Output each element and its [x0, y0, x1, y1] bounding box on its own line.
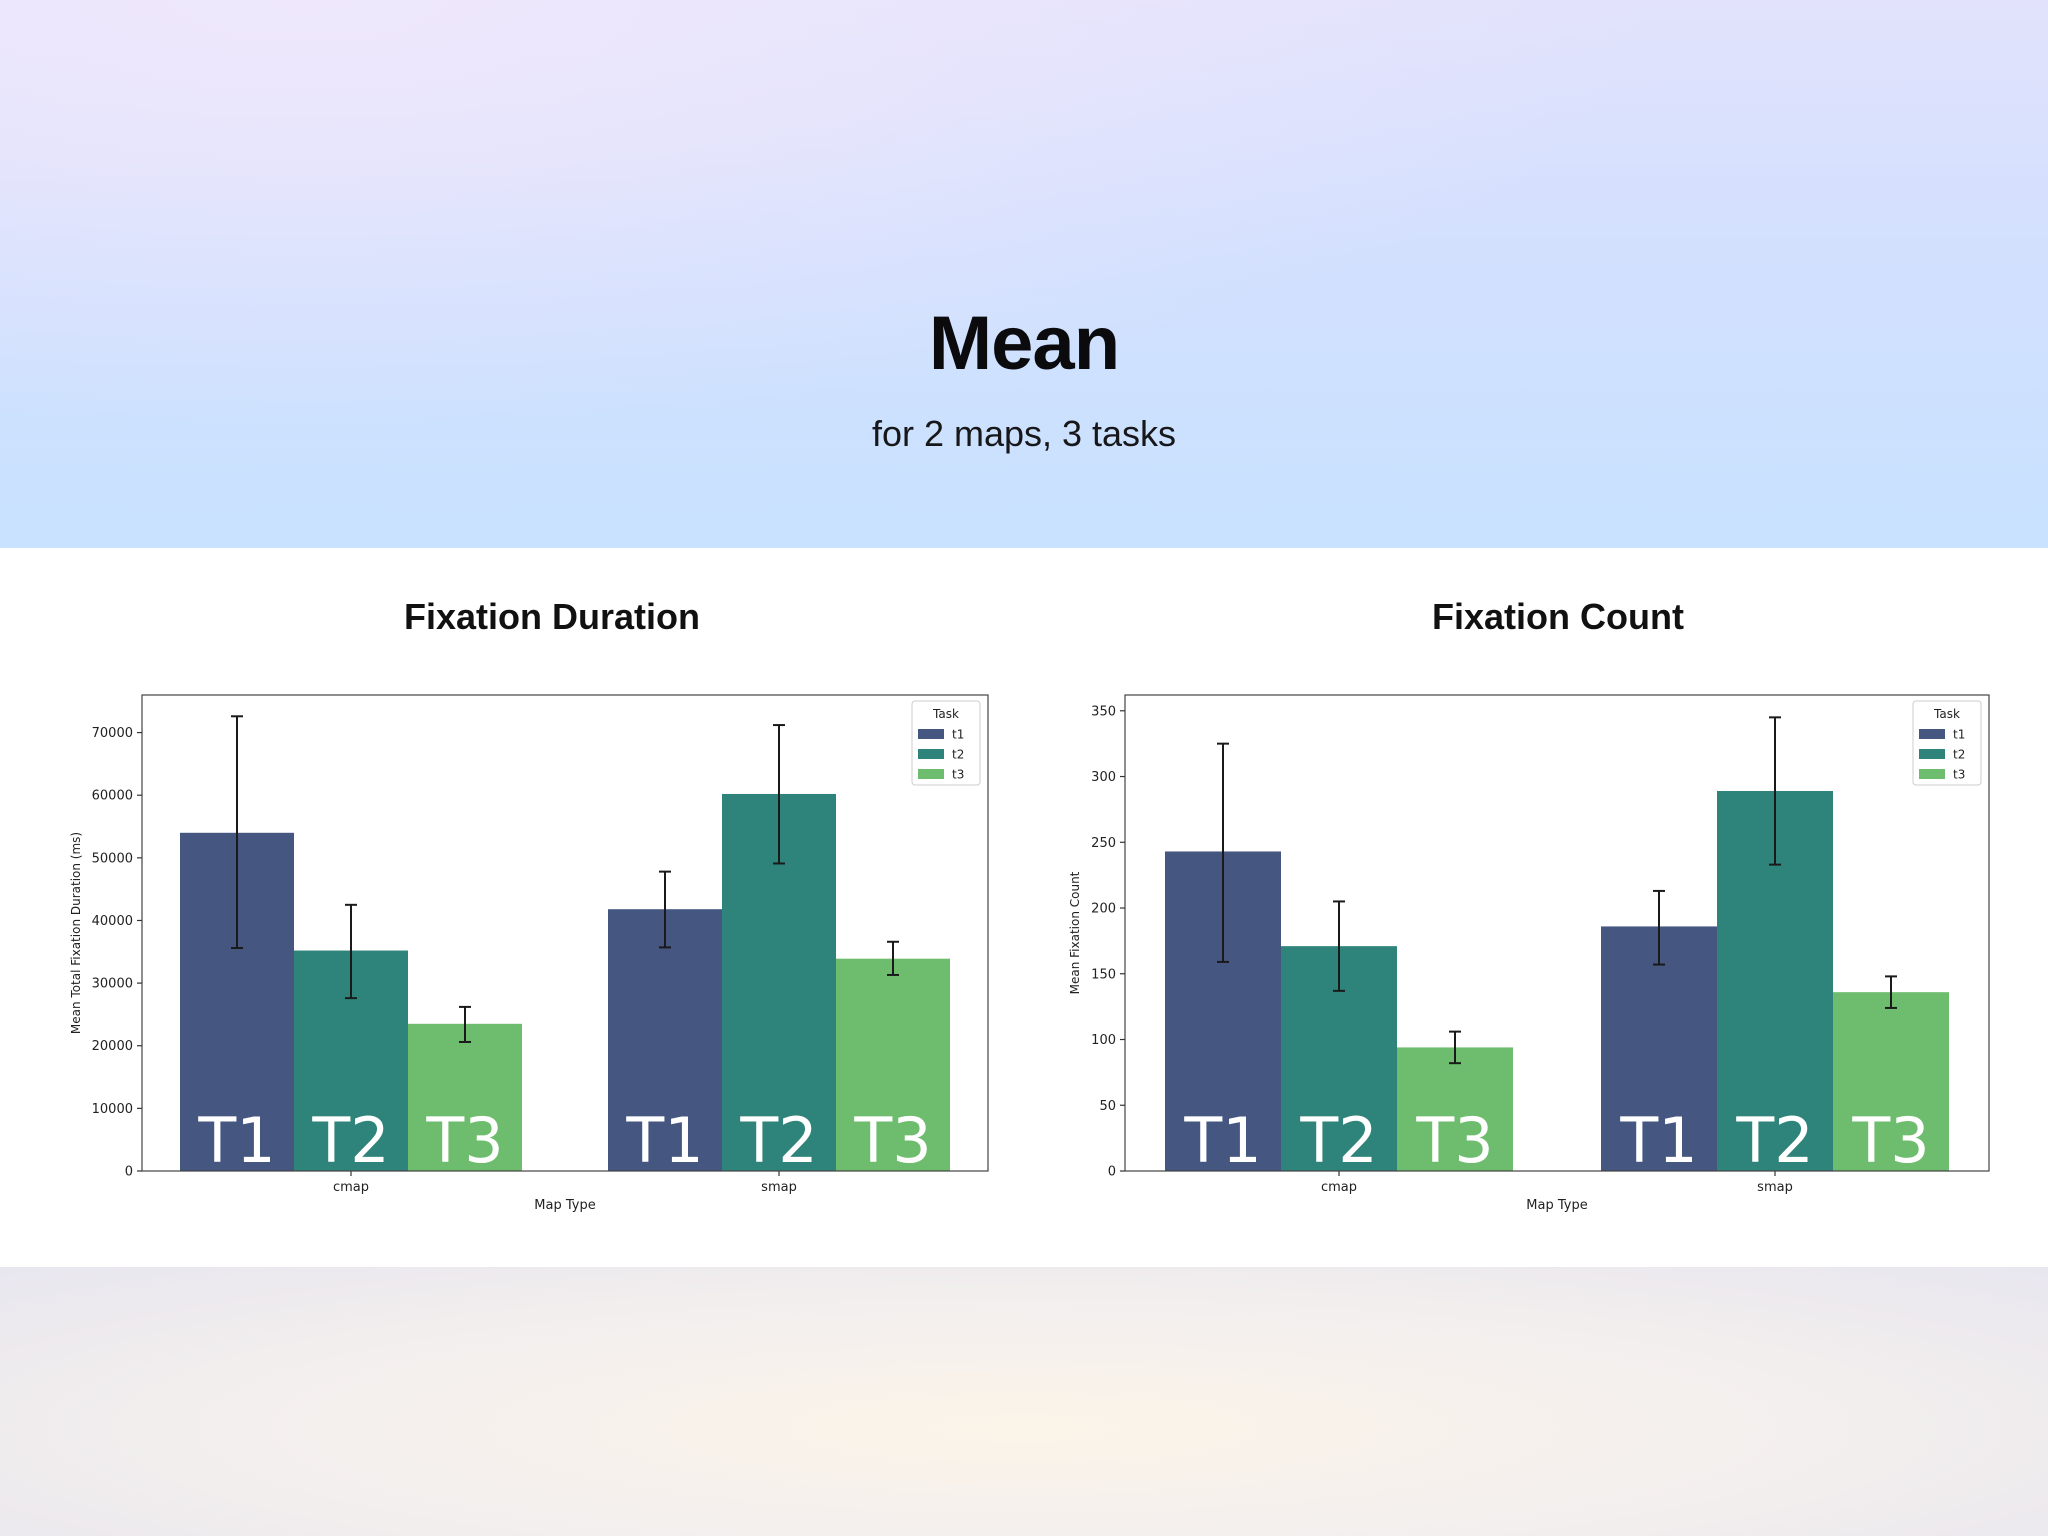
legend-swatch-t3: [918, 769, 944, 779]
legend-swatch-t2: [918, 749, 944, 759]
plot-frame: [141, 694, 989, 1172]
bar-task-label: T3: [1851, 1104, 1929, 1177]
bar-task-label: T2: [1735, 1104, 1813, 1177]
bar-task-label: T3: [1415, 1104, 1493, 1177]
bar-task-label: T1: [1183, 1104, 1261, 1177]
hero-banner: [0, 0, 2048, 548]
fixation-count-chart: T1 T2 T3 cmap T1 T2 T3 smap 0 50 100 150 200 250 300 35…: [1068, 694, 1990, 1213]
y-tick-label: 150: [1091, 967, 1116, 982]
bar-cmap-t3: [1397, 1047, 1513, 1171]
y-tick-label: 0: [125, 1165, 133, 1180]
legend-title: Task: [932, 707, 959, 721]
legend-label-t3: t3: [952, 768, 964, 782]
legend-box: [911, 700, 981, 786]
y-tick-label: 0: [1108, 1165, 1116, 1180]
legend-label-t1: t1: [1953, 728, 1965, 742]
legend-label-t2: t2: [952, 748, 964, 762]
bar-task-label: T2: [739, 1104, 817, 1177]
chart-title-duration: Fixation Duration: [404, 596, 700, 637]
y-tick-label: 50000: [92, 851, 133, 866]
charts-panel: Fixation Duration Fixation Count T1 T2 T3 c…: [0, 548, 2048, 1267]
bar-task-label: T2: [311, 1104, 389, 1177]
bar-task-label: T1: [197, 1104, 275, 1177]
x-tick-label: cmap: [333, 1180, 369, 1195]
legend-swatch-t2: [1919, 749, 1945, 759]
bar-smap-t1: [608, 909, 722, 1171]
y-tick-label: 300: [1091, 770, 1116, 785]
y-tick-label: 30000: [92, 977, 133, 992]
x-axis-label: Map Type: [1526, 1198, 1587, 1213]
bar-smap-t3: [836, 958, 950, 1171]
y-tick-label: 250: [1091, 836, 1116, 851]
bar-cmap-t3: [408, 1023, 522, 1171]
y-axis-label: Mean Total Fixation Duration (ms): [69, 832, 83, 1034]
x-tick-label: smap: [761, 1180, 797, 1195]
y-tick-label: 20000: [92, 1039, 133, 1054]
legend-title: Task: [1933, 707, 1960, 721]
footer-background: [0, 1267, 2048, 1536]
bar-task-label: T1: [625, 1104, 703, 1177]
y-tick-label: 40000: [92, 914, 133, 929]
legend-swatch-t1: [918, 729, 944, 739]
y-tick-label: 350: [1091, 704, 1116, 719]
legend-label-t3: t3: [1953, 768, 1965, 782]
legend-box: [1912, 700, 1982, 786]
legend-swatch-t3: [1919, 769, 1945, 779]
bar-smap-t3: [1833, 992, 1949, 1171]
bar-smap-t1: [1601, 926, 1717, 1171]
plot-frame: [1124, 694, 1990, 1172]
x-tick-label: cmap: [1321, 1180, 1357, 1195]
page-subtitle: for 2 maps, 3 tasks: [871, 413, 1177, 454]
y-tick-label: 60000: [92, 789, 133, 804]
bar-task-label: T3: [425, 1104, 503, 1177]
x-axis-label: Map Type: [534, 1198, 595, 1213]
legend-label-t2: t2: [1953, 748, 1965, 762]
page-title: Mean: [928, 301, 1120, 386]
y-tick-label: 200: [1091, 902, 1116, 917]
y-tick-label: 10000: [92, 1102, 133, 1117]
y-tick-label: 50: [1099, 1099, 1116, 1114]
fixation-duration-chart: T1 T2 T3 cmap T1 T2 T3 smap 0 10000 20000 30000 4000…: [69, 694, 989, 1213]
y-tick-label: 100: [1091, 1033, 1116, 1048]
x-tick-label: smap: [1757, 1180, 1793, 1195]
y-tick-label: 70000: [92, 726, 133, 741]
y-axis-label: Mean Fixation Count: [1068, 871, 1082, 994]
legend-label-t1: t1: [952, 728, 964, 742]
bar-task-label: T2: [1299, 1104, 1377, 1177]
chart-title-count: Fixation Count: [1432, 596, 1684, 637]
bar-task-label: T1: [1619, 1104, 1697, 1177]
legend-swatch-t1: [1919, 729, 1945, 739]
bar-task-label: T3: [853, 1104, 931, 1177]
